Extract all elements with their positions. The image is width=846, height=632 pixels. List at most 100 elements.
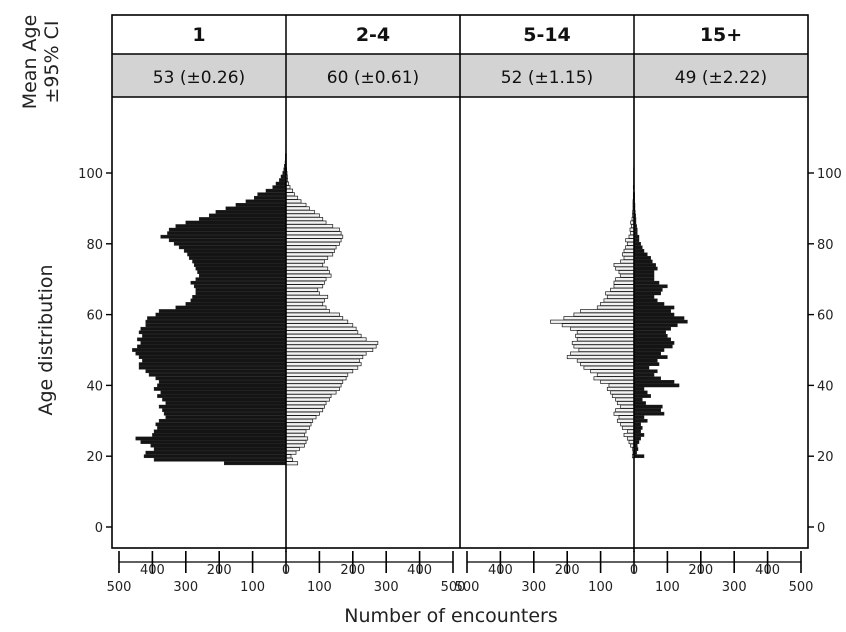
bar-right bbox=[285, 224, 334, 229]
bar-right bbox=[633, 266, 658, 271]
bar-right bbox=[633, 312, 675, 317]
bar-right bbox=[633, 305, 675, 310]
bar-right bbox=[633, 401, 646, 405]
bar-left bbox=[600, 379, 635, 384]
bar-left bbox=[621, 425, 635, 430]
bar-right bbox=[285, 323, 354, 328]
column-label: 5-14 bbox=[523, 24, 571, 46]
bar-right bbox=[633, 372, 655, 377]
bar-left bbox=[157, 394, 287, 398]
bar-right bbox=[285, 245, 337, 250]
bar-right bbox=[285, 227, 340, 232]
bar-left bbox=[168, 227, 287, 232]
bar-right bbox=[633, 369, 658, 374]
bar-right bbox=[633, 302, 665, 306]
bar-right bbox=[285, 238, 342, 243]
bar-right bbox=[633, 426, 643, 430]
x-tick-label-top: 400 bbox=[140, 563, 165, 578]
bar-left bbox=[600, 302, 635, 306]
bar-left bbox=[578, 348, 635, 352]
bar-right bbox=[285, 209, 315, 214]
bar-left bbox=[608, 383, 635, 388]
bar-left bbox=[620, 422, 635, 427]
bar-left bbox=[272, 185, 287, 189]
bar-right bbox=[285, 386, 340, 391]
pyramid-2 bbox=[550, 167, 688, 459]
bar-right bbox=[285, 316, 344, 321]
bar-right bbox=[633, 256, 651, 260]
bar-right bbox=[633, 263, 656, 267]
bar-left bbox=[275, 181, 287, 186]
bar-left bbox=[623, 248, 635, 253]
bar-left bbox=[163, 411, 287, 416]
bar-right bbox=[285, 309, 330, 314]
bar-left bbox=[613, 263, 635, 268]
bar-right bbox=[285, 418, 314, 423]
bar-right bbox=[633, 334, 668, 338]
x-tick-label-bottom: 500 bbox=[789, 580, 814, 595]
x-tick-label-bottom: 300 bbox=[374, 580, 399, 595]
y-tick-label-left: 80 bbox=[86, 238, 103, 253]
y-tick-label-right: 60 bbox=[817, 309, 834, 324]
bar-left bbox=[155, 312, 287, 317]
bar-left bbox=[138, 362, 287, 366]
bar-left bbox=[138, 365, 287, 370]
bar-left bbox=[613, 284, 635, 289]
bar-left bbox=[132, 348, 287, 352]
bar-right bbox=[285, 188, 294, 193]
bar-left bbox=[610, 390, 635, 395]
mean-ci-value: 60 (±0.61) bbox=[327, 68, 419, 88]
bar-left bbox=[142, 358, 287, 363]
bar-left bbox=[573, 312, 635, 317]
bar-right bbox=[285, 457, 294, 462]
bar-left bbox=[140, 341, 287, 345]
bar-right bbox=[633, 433, 645, 437]
bar-right bbox=[285, 298, 325, 303]
bar-right bbox=[633, 387, 645, 391]
bar-left bbox=[620, 273, 635, 278]
bar-left bbox=[573, 344, 635, 349]
bar-left bbox=[245, 199, 287, 204]
bar-right bbox=[285, 291, 320, 296]
bar-left bbox=[158, 380, 287, 384]
bar-left bbox=[165, 415, 287, 420]
bar-left bbox=[155, 376, 287, 381]
bar-right bbox=[633, 415, 645, 420]
bar-right bbox=[633, 358, 658, 363]
bar-left bbox=[137, 337, 287, 342]
mean-age-label-line-2: ±95% CI bbox=[41, 20, 63, 103]
bar-left bbox=[610, 287, 635, 292]
bar-left bbox=[593, 376, 635, 381]
y-tick-label-right: 100 bbox=[817, 167, 842, 182]
bar-right bbox=[285, 383, 342, 388]
bar-right bbox=[633, 404, 663, 409]
bar-left bbox=[145, 369, 287, 374]
bar-left bbox=[605, 291, 635, 296]
bar-left bbox=[590, 369, 635, 374]
bar-left bbox=[145, 323, 287, 328]
bar-left bbox=[225, 206, 287, 211]
bar-right bbox=[285, 280, 325, 285]
bar-right bbox=[285, 372, 349, 377]
x-tick-label-bottom: 100 bbox=[588, 580, 613, 595]
bar-right bbox=[285, 277, 327, 282]
bar-left bbox=[566, 355, 635, 360]
bar-right bbox=[633, 323, 678, 328]
bar-right bbox=[633, 397, 643, 402]
y-tick-label-left: 40 bbox=[86, 379, 103, 394]
bar-left bbox=[254, 195, 287, 200]
bar-left bbox=[158, 309, 287, 313]
bar-left bbox=[596, 305, 635, 310]
bar-right bbox=[633, 291, 661, 296]
bar-left bbox=[575, 333, 635, 338]
bar-left bbox=[153, 447, 287, 451]
bar-left bbox=[563, 316, 635, 321]
bar-right bbox=[633, 241, 641, 246]
bar-right bbox=[633, 319, 688, 324]
bar-left bbox=[616, 418, 635, 423]
bar-left bbox=[198, 217, 287, 221]
bar-left bbox=[615, 397, 635, 402]
bar-right bbox=[285, 365, 359, 370]
y-axis-title: Age distribution bbox=[35, 264, 57, 415]
